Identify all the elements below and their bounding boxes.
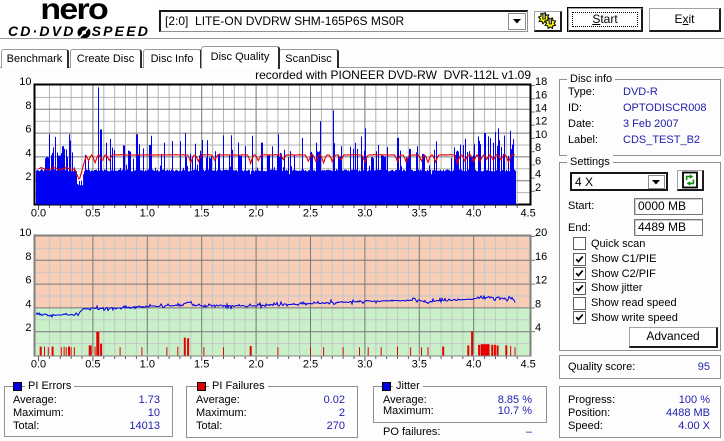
- svg-text:16: 16: [535, 89, 547, 101]
- svg-text:4.0: 4.0: [466, 359, 481, 371]
- svg-text:2.0: 2.0: [248, 359, 263, 371]
- svg-text:3.5: 3.5: [412, 208, 427, 220]
- svg-text:18: 18: [535, 76, 547, 88]
- svg-text:2: 2: [25, 171, 31, 183]
- svg-text:0.0: 0.0: [31, 359, 46, 371]
- svg-text:2.5: 2.5: [303, 208, 318, 220]
- svg-text:16: 16: [535, 251, 547, 263]
- svg-text:4: 4: [535, 169, 541, 181]
- svg-text:12: 12: [535, 116, 547, 128]
- svg-text:recorded with PIONEER DVD-RW: recorded with PIONEER DVD-RW DVR-112L v1…: [255, 68, 531, 82]
- svg-text:2.0: 2.0: [248, 208, 263, 220]
- svg-text:4: 4: [535, 322, 541, 334]
- svg-text:10: 10: [535, 129, 547, 141]
- svg-text:4: 4: [25, 147, 31, 159]
- svg-text:1.0: 1.0: [140, 208, 155, 220]
- svg-text:6: 6: [535, 155, 541, 167]
- svg-text:4.5: 4.5: [520, 359, 535, 371]
- svg-text:14: 14: [535, 103, 547, 115]
- svg-text:12: 12: [535, 275, 547, 287]
- svg-text:2: 2: [25, 322, 31, 334]
- svg-text:3.0: 3.0: [357, 208, 372, 220]
- svg-text:0.5: 0.5: [85, 208, 100, 220]
- svg-text:6: 6: [25, 275, 31, 287]
- svg-text:8: 8: [535, 298, 541, 310]
- svg-text:3.0: 3.0: [357, 359, 372, 371]
- svg-text:10: 10: [19, 227, 31, 239]
- svg-text:1.5: 1.5: [194, 208, 209, 220]
- svg-text:4.0: 4.0: [466, 208, 481, 220]
- svg-text:0.5: 0.5: [85, 359, 100, 371]
- svg-text:10: 10: [19, 76, 31, 88]
- svg-text:2: 2: [535, 182, 541, 194]
- svg-text:3.5: 3.5: [412, 359, 427, 371]
- svg-text:6: 6: [25, 124, 31, 136]
- svg-text:20: 20: [535, 227, 547, 239]
- svg-text:0.0: 0.0: [31, 208, 46, 220]
- svg-text:8: 8: [535, 142, 541, 154]
- svg-text:4.5: 4.5: [520, 208, 535, 220]
- svg-text:8: 8: [25, 100, 31, 112]
- svg-text:1.0: 1.0: [140, 359, 155, 371]
- svg-text:8: 8: [25, 251, 31, 263]
- svg-text:2.5: 2.5: [303, 359, 318, 371]
- svg-text:4: 4: [25, 298, 31, 310]
- svg-text:1.5: 1.5: [194, 359, 209, 371]
